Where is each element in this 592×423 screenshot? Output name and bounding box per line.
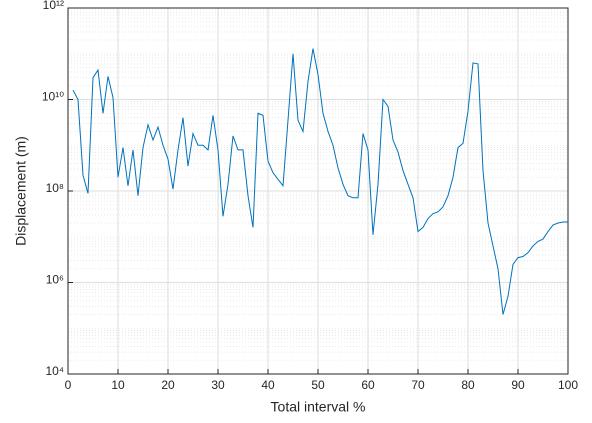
x-tick-label: 100: [558, 378, 578, 392]
x-tick-label: 80: [461, 378, 475, 392]
y-tick-label: 10¹²: [43, 0, 64, 12]
y-tick-label: 10⁶: [46, 273, 64, 287]
plot-frame: [67, 7, 569, 375]
x-tick-label: 20: [161, 378, 175, 392]
x-axis-label: Total interval %: [271, 399, 366, 415]
x-tick-label: 60: [361, 378, 375, 392]
x-tick-label: 90: [511, 378, 525, 392]
x-tick-label: 70: [411, 378, 425, 392]
x-tick-label: 40: [261, 378, 275, 392]
y-axis-label: Displacement (m): [13, 136, 29, 246]
x-tick-label: 50: [311, 378, 325, 392]
y-tick-label: 10⁴: [45, 364, 64, 378]
y-tick-label: 10⁸: [46, 181, 64, 195]
data-line: [72, 48, 568, 315]
x-tick-label: 10: [111, 378, 125, 392]
y-tick-label: 10¹⁰: [42, 90, 64, 104]
x-tick-label: 0: [65, 378, 72, 392]
x-tick-label: 30: [211, 378, 225, 392]
